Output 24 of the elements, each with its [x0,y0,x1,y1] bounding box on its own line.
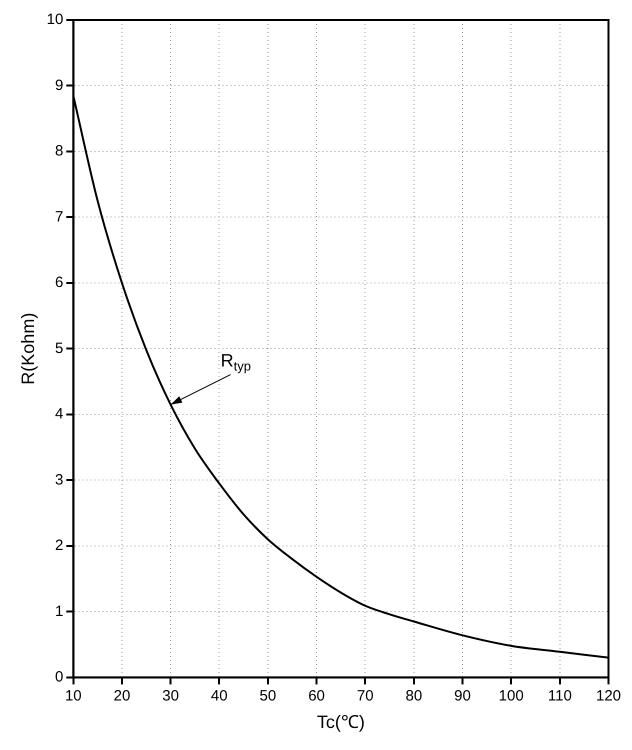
y-tick-label: 5 [54,340,64,357]
y-tick-label: 6 [54,274,64,292]
y-tick-label: 8 [54,142,64,160]
x-tick-label: 120 [596,688,621,705]
y-tick-label: 9 [54,76,64,94]
x-axis-title: Tc(℃) [316,712,365,732]
y-tick-label: 7 [54,208,64,226]
x-tick-label: 30 [162,688,179,705]
x-tick-label: 50 [260,688,276,705]
y-tick-label: 10 [46,11,64,28]
y-tick-label: 0 [54,668,64,686]
x-tick-label: 60 [308,688,325,705]
x-tick-label: 100 [498,688,524,705]
y-tick-label: 3 [54,471,64,488]
x-tick-label: 110 [548,688,572,705]
y-tick-label: 4 [54,406,64,423]
y-tick-label: 1 [54,602,64,620]
x-tick-label: 20 [114,688,130,705]
x-tick-label: 80 [406,688,422,705]
x-tick-label: 90 [454,688,471,705]
y-tick-label: 2 [54,537,64,554]
y-axis-title: R(Kohm) [18,312,38,385]
x-tick-label: 40 [210,688,228,705]
x-tick-label: 70 [356,688,374,705]
